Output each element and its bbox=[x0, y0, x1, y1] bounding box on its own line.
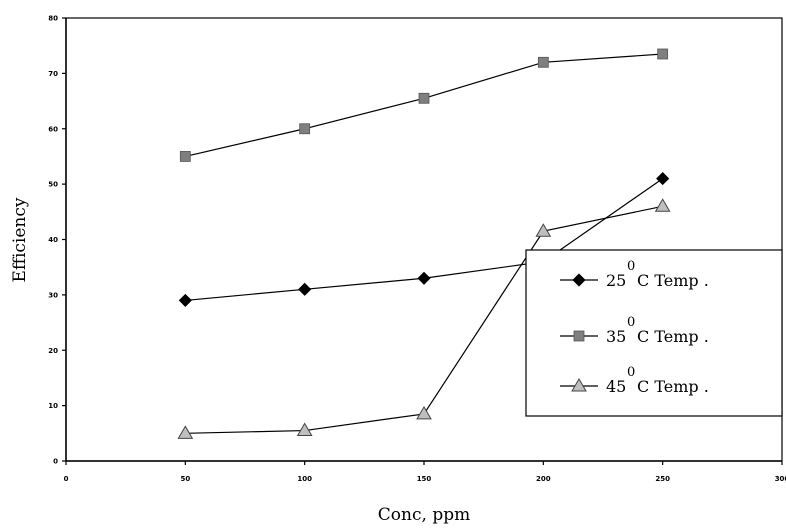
x-tick-label: 250 bbox=[655, 475, 670, 483]
legend-label: 35 bbox=[606, 327, 626, 346]
y-tick-label: 30 bbox=[48, 291, 58, 299]
legend-superscript: 0 bbox=[627, 365, 635, 380]
y-tick-label: 10 bbox=[48, 402, 58, 410]
legend-superscript: 0 bbox=[627, 315, 635, 330]
data-point bbox=[296, 422, 313, 437]
y-tick-label: 60 bbox=[48, 125, 58, 133]
legend-swatch-marker bbox=[573, 330, 585, 342]
x-axis-ticks: 0 50 100 150 200 250 300 bbox=[64, 461, 786, 483]
y-axis-title: Efficiency bbox=[10, 197, 30, 282]
y-tick-label: 20 bbox=[48, 347, 58, 355]
y-tick-label: 80 bbox=[48, 15, 58, 23]
legend-superscript: 0 bbox=[627, 259, 635, 274]
data-point bbox=[179, 151, 191, 162]
y-tick-label: 0 bbox=[53, 458, 58, 466]
data-point bbox=[299, 123, 311, 135]
legend-label: 45 bbox=[606, 377, 626, 396]
data-point bbox=[298, 282, 312, 296]
data-point bbox=[656, 172, 670, 186]
x-tick-label: 200 bbox=[536, 475, 551, 483]
y-axis-ticks: 0 10 20 30 40 50 60 70 80 bbox=[48, 15, 66, 466]
x-tick-label: 300 bbox=[775, 475, 786, 483]
data-point bbox=[178, 293, 192, 307]
data-point bbox=[416, 405, 432, 420]
data-point bbox=[654, 198, 671, 212]
y-tick-label: 70 bbox=[48, 70, 58, 78]
data-point bbox=[177, 425, 194, 439]
series-35 bbox=[179, 48, 669, 162]
legend-swatch-marker bbox=[571, 378, 587, 392]
data-point bbox=[535, 223, 552, 237]
legend-swatch-marker bbox=[572, 273, 586, 287]
x-tick-label: 0 bbox=[64, 475, 69, 483]
legend-suffix: C Temp . bbox=[637, 327, 709, 346]
y-tick-label: 50 bbox=[48, 181, 58, 189]
x-tick-label: 150 bbox=[417, 475, 432, 483]
legend-label: 25 bbox=[606, 271, 626, 290]
legend-suffix: C Temp . bbox=[637, 271, 709, 290]
y-tick-label: 40 bbox=[48, 236, 58, 244]
data-point bbox=[657, 48, 669, 60]
series-line bbox=[185, 53, 663, 158]
legend-box bbox=[525, 249, 783, 417]
x-tick-label: 50 bbox=[180, 475, 190, 483]
x-tick-label: 100 bbox=[297, 475, 312, 483]
series-45 bbox=[177, 198, 671, 439]
data-point bbox=[537, 56, 549, 68]
legend-suffix: C Temp . bbox=[637, 377, 709, 396]
x-axis-title: Conc, ppm bbox=[378, 505, 470, 525]
data-point bbox=[417, 271, 431, 285]
data-point bbox=[418, 92, 430, 104]
